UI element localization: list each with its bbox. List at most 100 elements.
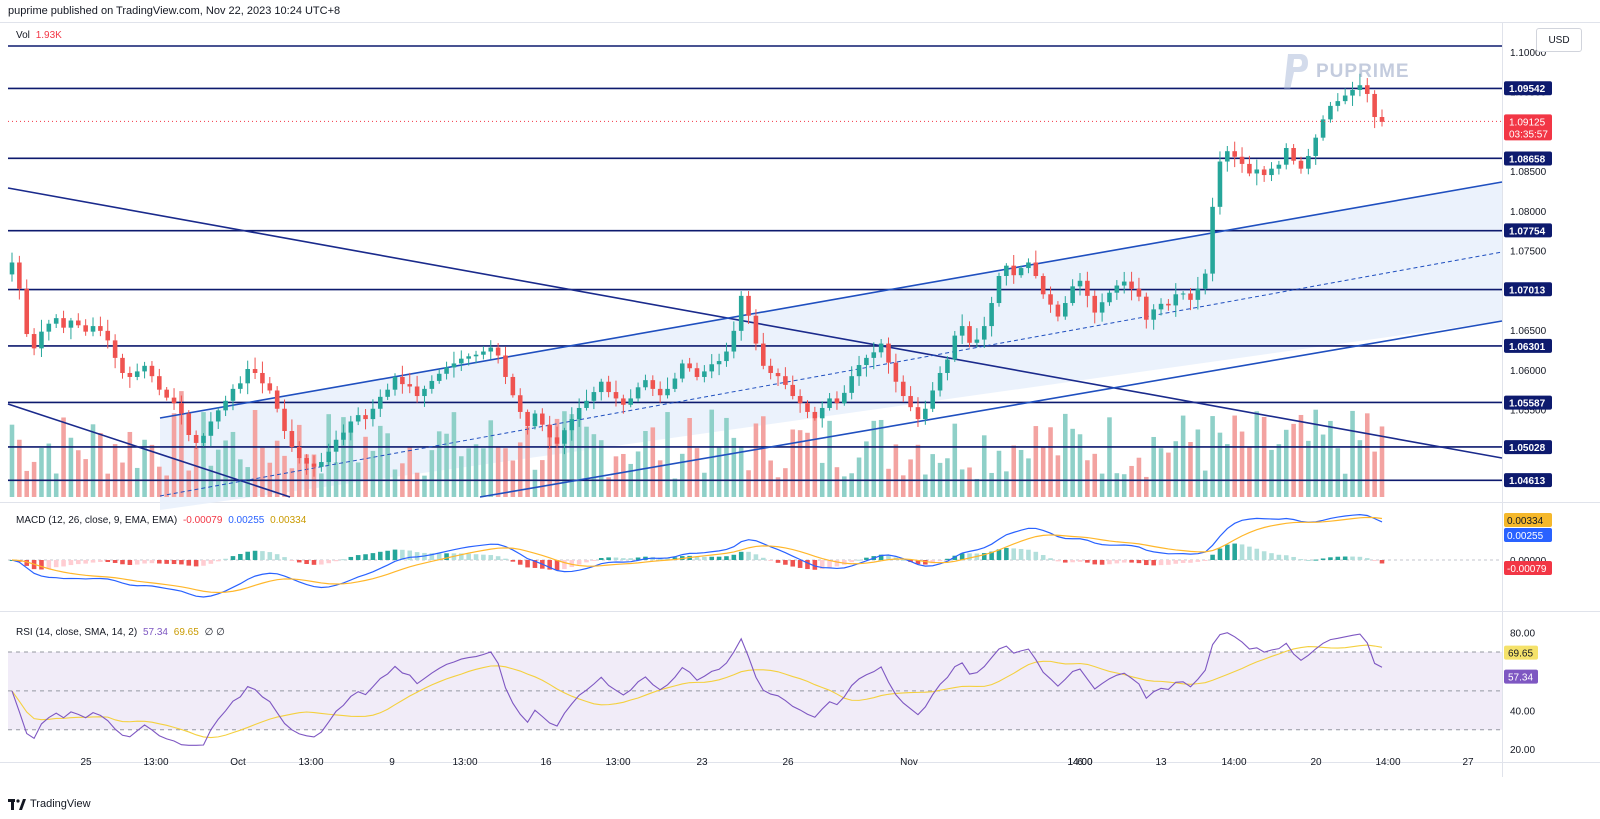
- candle-body: [164, 389, 169, 398]
- volume-bar: [1247, 446, 1252, 497]
- time-axis-label: 16: [540, 757, 552, 768]
- macd-signal-tag: [1504, 513, 1552, 527]
- candle-body: [1033, 262, 1039, 277]
- volume-bar: [230, 431, 236, 497]
- price-axis-border: [1502, 22, 1503, 777]
- volume-bar: [481, 448, 486, 497]
- macd-histogram-bar: [1335, 556, 1341, 560]
- macd-histogram-bar: [1114, 560, 1120, 564]
- macd-histogram-bar: [120, 560, 125, 565]
- volume-bar: [1033, 426, 1039, 497]
- macd-histogram-bar: [1261, 551, 1267, 560]
- candle-body: [628, 398, 633, 405]
- rsi-legend: RSI (14, close, SMA, 14, 2) 57.34 69.65 …: [16, 627, 225, 638]
- candle-body: [650, 380, 656, 389]
- macd-histogram-bar: [915, 560, 921, 565]
- macd-histogram-bar: [238, 553, 243, 560]
- candle-body: [1276, 164, 1282, 169]
- volume-bar: [547, 425, 552, 497]
- candle-body: [488, 347, 494, 352]
- macd-histogram-bar: [510, 560, 516, 562]
- candle-body: [1166, 303, 1171, 306]
- macd-hist-value: -0.00079: [182, 515, 223, 526]
- volume-bar: [554, 418, 560, 497]
- rsi-label: RSI (14, close, SMA, 14, 2): [16, 627, 138, 638]
- volume-bar: [31, 461, 37, 497]
- macd-histogram-bar: [1188, 560, 1193, 563]
- macd-histogram-bar: [341, 559, 346, 561]
- macd-histogram-bar: [134, 560, 140, 565]
- volume-bar: [385, 433, 390, 497]
- volume-bar: [702, 472, 707, 497]
- candle-body: [1173, 294, 1179, 306]
- candle-body: [908, 396, 913, 408]
- candle-body: [171, 397, 177, 404]
- candle-body: [1269, 168, 1274, 176]
- macd-value: 0.00255: [228, 515, 265, 526]
- level-price-tag-text: 1.07013: [1509, 285, 1546, 296]
- macd-histogram-bar: [164, 560, 169, 564]
- volume-bar: [621, 453, 626, 497]
- top-border: [0, 22, 1600, 23]
- volume-bar: [959, 469, 965, 497]
- macd-histogram-bar: [562, 560, 567, 569]
- macd-histogram-bar: [1350, 556, 1355, 560]
- volume-bar: [834, 467, 840, 497]
- candle-body: [466, 356, 471, 359]
- candle-body: [797, 396, 803, 404]
- volume-bar: [1364, 413, 1370, 497]
- candle-body: [1062, 303, 1068, 317]
- candle-body: [687, 363, 692, 369]
- candle-body: [319, 462, 324, 467]
- macd-histogram-bar: [621, 558, 626, 560]
- candle-body: [1357, 85, 1363, 90]
- volume-bar: [341, 417, 346, 497]
- volume-bar: [252, 410, 258, 497]
- price-axis-tick: 1.06000: [1510, 366, 1547, 377]
- candle-body: [724, 351, 729, 362]
- volume-bar: [1328, 420, 1333, 497]
- price-axis-tick: 1.08000: [1510, 207, 1547, 218]
- macd-histogram-bar: [591, 560, 597, 561]
- macd-histogram-bar: [702, 556, 707, 560]
- price-axis-tick: 1.10000: [1510, 48, 1547, 59]
- macd-legend: MACD (12, 26, close, 9, EMA, EMA) -0.000…: [16, 515, 306, 526]
- macd-histogram-bar: [1033, 551, 1039, 560]
- candle-body: [142, 365, 147, 372]
- volume-bar: [945, 458, 950, 497]
- volume-bar: [775, 477, 781, 497]
- volume-bar: [473, 444, 479, 497]
- candle-body: [1004, 265, 1009, 277]
- candle-body: [621, 398, 626, 405]
- level-price-tag-text: 1.05028: [1509, 443, 1546, 454]
- macd-histogram-bar: [296, 560, 302, 563]
- level-price-tag-text: 1.06301: [1509, 342, 1546, 353]
- volume-bar: [856, 457, 862, 497]
- volume-bar: [112, 444, 118, 497]
- pane-separator: [0, 611, 1600, 612]
- watermark-text: PUPRIME: [1316, 61, 1410, 82]
- tradingview-logo[interactable]: TradingView: [8, 798, 91, 810]
- candle-body: [105, 330, 111, 341]
- volume-bar: [157, 466, 162, 497]
- macd-histogram-bar: [959, 553, 965, 560]
- candle-body: [790, 384, 796, 397]
- candle-body: [812, 411, 818, 419]
- current-price-text: 1.09125: [1509, 117, 1546, 128]
- macd-histogram-bar: [1328, 557, 1333, 560]
- volume-bar: [1188, 442, 1193, 497]
- candle-body: [68, 320, 74, 328]
- candle-body: [871, 352, 877, 358]
- candle-body: [1158, 303, 1164, 310]
- candle-body: [473, 354, 479, 357]
- macd-histogram-bar: [606, 557, 611, 560]
- macd-histogram-bar: [436, 553, 442, 560]
- volume-bar: [886, 468, 891, 497]
- time-axis-label: 23: [696, 757, 708, 768]
- currency-button[interactable]: USD: [1536, 28, 1582, 52]
- macd-histogram-bar: [1077, 560, 1083, 562]
- candle-body: [819, 407, 825, 419]
- time-axis-label: Nov: [900, 757, 918, 768]
- macd-histogram-bar: [1364, 558, 1370, 560]
